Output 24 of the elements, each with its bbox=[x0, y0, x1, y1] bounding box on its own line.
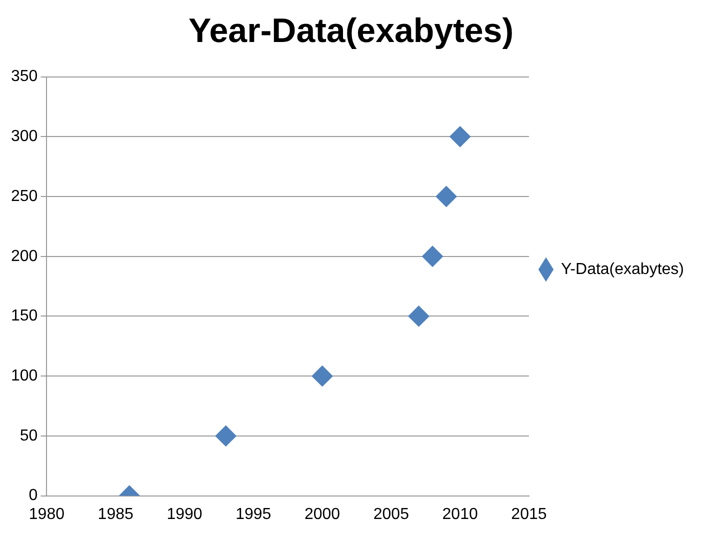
x-tick-label: 2010 bbox=[442, 506, 478, 523]
y-tick-label: 350 bbox=[10, 68, 38, 86]
x-tick-label: 2005 bbox=[373, 506, 410, 523]
point bbox=[312, 366, 333, 387]
y-tick-label: 150 bbox=[10, 308, 38, 325]
point bbox=[408, 306, 430, 327]
legend-label: Y-Data(exabytes) bbox=[560, 260, 684, 278]
x-tick-label: 1990 bbox=[166, 506, 202, 523]
x-tick-label: 1980 bbox=[28, 506, 65, 523]
y-tick-label: 50 bbox=[20, 427, 38, 444]
y-tick-label: 200 bbox=[10, 248, 38, 265]
x-tick-label: 1995 bbox=[236, 506, 272, 523]
point bbox=[215, 425, 236, 446]
point bbox=[450, 126, 471, 148]
y-tick-label: 100 bbox=[10, 367, 38, 384]
x-tick-label: 2000 bbox=[304, 506, 340, 523]
y-tick-label: 300 bbox=[10, 128, 38, 146]
chart-title: Year-Data(exabytes) bbox=[188, 12, 514, 50]
y-tick-label: 0 bbox=[28, 487, 38, 504]
point bbox=[422, 246, 444, 267]
x-tick-label: 2015 bbox=[511, 506, 547, 523]
y-tick-label: 250 bbox=[10, 188, 38, 205]
point bbox=[436, 186, 457, 208]
x-tick-label: 1985 bbox=[98, 506, 134, 523]
